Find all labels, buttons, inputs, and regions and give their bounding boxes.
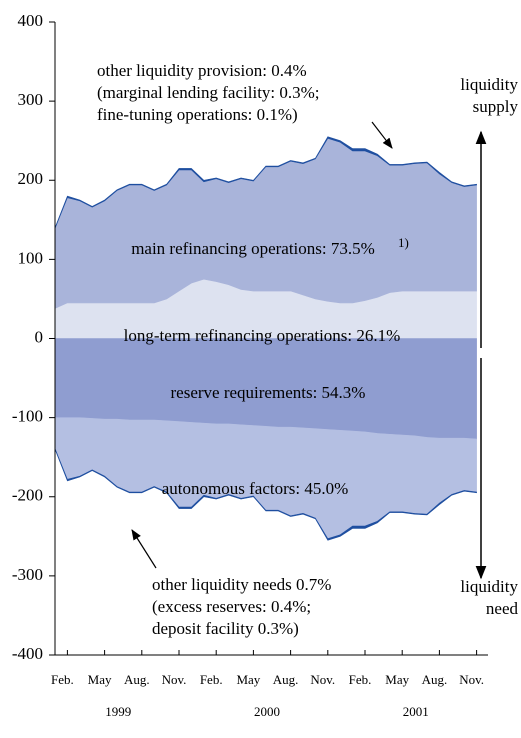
year-label: 2000	[254, 704, 280, 719]
y-tick-label: -200	[12, 486, 43, 505]
x-tick-label: Feb.	[51, 672, 74, 687]
x-tick-label: May	[385, 672, 409, 687]
x-tick-label: Aug.	[124, 672, 150, 687]
y-tick-label: -400	[12, 644, 43, 663]
area-label: main refinancing operations: 73.5%	[131, 239, 375, 258]
x-tick-label: May	[236, 672, 260, 687]
area	[54, 136, 477, 229]
year-label: 2001	[403, 704, 429, 719]
area-label: autonomous factors: 45.0%	[162, 479, 349, 498]
year-label: 1999	[105, 704, 131, 719]
axes: 400 300 200 100 0 -100 -200 -300 -400 Feb. May Aug.…	[12, 11, 488, 719]
supply-label: supply	[473, 97, 519, 116]
y-tick-label: 100	[18, 248, 44, 267]
y-tick-label: 0	[35, 327, 44, 346]
need-label: liquidity	[460, 577, 518, 596]
x-tick-label: Nov.	[459, 672, 484, 687]
y-tick-label: 300	[18, 90, 44, 109]
x-tick-label: Nov.	[162, 672, 187, 687]
areas	[54, 136, 477, 541]
area-label: long-term refinancing operations: 26.1%	[124, 326, 401, 345]
annotation: other liquidity provision: 0.4%	[97, 61, 307, 80]
supply-label: liquidity	[460, 75, 518, 94]
annotation: (excess reserves: 0.4%;	[152, 597, 311, 616]
area	[54, 448, 477, 541]
x-tick-label: Nov.	[310, 672, 335, 687]
y-tick-label: -300	[12, 565, 43, 584]
x-tick-label: Aug.	[273, 672, 299, 687]
y-tick-label: 400	[18, 11, 44, 30]
y-tick-label: -100	[12, 407, 43, 426]
annotation: other liquidity needs 0.7%	[152, 575, 331, 594]
annotation: fine-tuning operations: 0.1%)	[97, 105, 298, 124]
annotation: deposit facility 0.3%)	[152, 619, 299, 638]
y-tick-label: 200	[18, 169, 44, 188]
x-tick-label: Feb.	[349, 672, 372, 687]
x-tick-label: Aug.	[422, 672, 448, 687]
annotation: (marginal lending facility: 0.3%;	[97, 83, 320, 102]
need-label: need	[486, 599, 519, 618]
annotation-arrow	[131, 529, 157, 569]
annotation-arrow	[371, 121, 393, 149]
x-tick-label: Feb.	[200, 672, 223, 687]
footnote-mark: 1)	[398, 235, 409, 250]
x-tick-label: May	[88, 672, 112, 687]
area-label: reserve requirements: 54.3%	[171, 383, 366, 402]
